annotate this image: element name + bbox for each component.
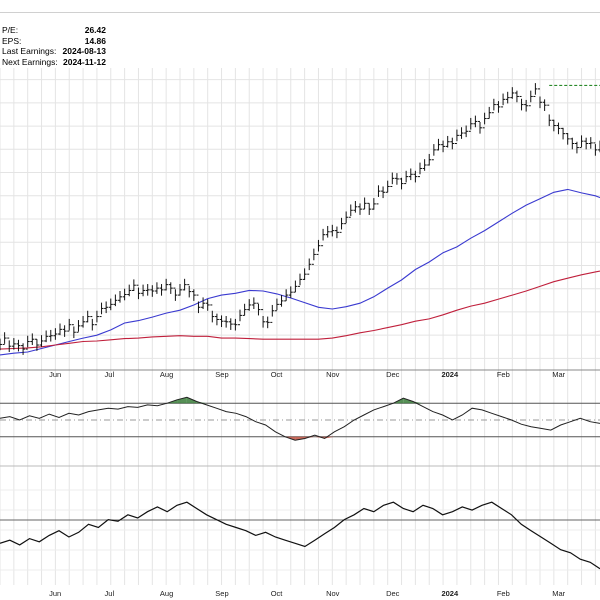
lower-axis-tick-label: 2024 — [441, 589, 459, 598]
price-axis-tick-label: Jun — [49, 370, 61, 379]
oscillator-line — [0, 396, 600, 441]
lower-axis-tick-label: Dec — [386, 589, 400, 598]
price-axis-tick-label: Nov — [326, 370, 340, 379]
lower-axis-tick-label: Aug — [160, 589, 173, 598]
lower-axis-tick-label: Jun — [49, 589, 61, 598]
last-earnings-value: 2024-08-13 — [62, 46, 106, 56]
header-rule — [0, 12, 600, 13]
moving-average-slow-line — [0, 270, 600, 350]
fundamentals-row-pe: P/E: 26.42 — [2, 25, 106, 36]
moving-average-fast-line — [0, 188, 600, 356]
price-axis-tick-label: Aug — [160, 370, 173, 379]
next-earnings-value: 2024-11-12 — [62, 56, 106, 67]
price-axis-tick-label: 2024 — [441, 370, 459, 379]
fundamentals-row-eps: EPS: 14.86 — [2, 36, 106, 47]
lower-axis-tick-label: Mar — [552, 589, 565, 598]
pe-value: 26.42 — [84, 25, 106, 35]
price-axis-tick-label: Sep — [215, 370, 228, 379]
lower-axis-tick-label: Jul — [105, 589, 115, 598]
price-axis-tick-label: Dec — [386, 370, 400, 379]
lower-axis-tick-label: Nov — [326, 589, 340, 598]
lower-axis-tick-label: Oct — [271, 589, 284, 598]
oscillator-overbought-fill — [177, 397, 187, 404]
price-axis-tick-label: Feb — [497, 370, 510, 379]
last-earnings-label: Last Earnings: — [2, 46, 57, 56]
relative-strength-line — [0, 501, 600, 570]
fundamentals-table: P/E: 26.42 EPS: 14.86 Last Earnings: 202… — [2, 25, 106, 67]
fundamentals-row-last-earnings: Last Earnings: 2024-08-13 — [2, 46, 106, 57]
eps-value: 14.86 — [84, 35, 106, 46]
next-earnings-label: Next Earnings: — [2, 56, 58, 67]
lower-axis-tick-label: Feb — [497, 589, 510, 598]
lower-axis-tick-label: Sep — [215, 589, 228, 598]
price-axis-tick-label: Jul — [105, 370, 115, 379]
price-axis-tick-label: Mar — [552, 370, 565, 379]
eps-label: EPS: — [2, 35, 22, 46]
price-axis-tick-label: Oct — [271, 370, 284, 379]
fundamentals-row-next-earnings: Next Earnings: 2024-11-12 — [2, 57, 106, 68]
pe-label: P/E: — [2, 25, 19, 35]
